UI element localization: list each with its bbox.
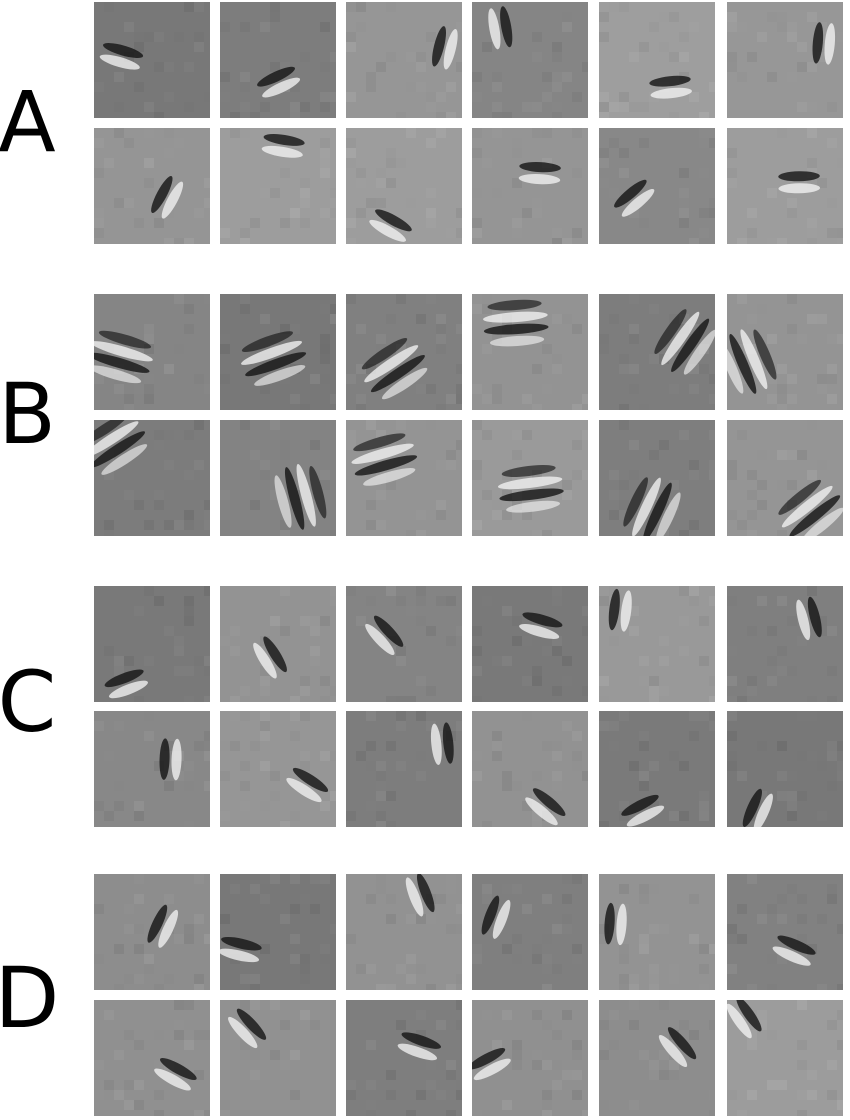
filter-tile xyxy=(346,420,462,536)
filter-tile xyxy=(599,2,715,118)
filter-tile xyxy=(220,711,336,827)
filter-tile xyxy=(220,1000,336,1116)
filter-tile xyxy=(727,128,843,244)
filter-tile xyxy=(472,420,588,536)
filter-tile xyxy=(599,420,715,536)
filter-tile xyxy=(220,586,336,702)
filter-tile xyxy=(599,874,715,990)
panel-label: B xyxy=(0,365,56,463)
filter-tile xyxy=(94,1000,210,1116)
filter-tile xyxy=(727,1000,843,1116)
filter-tile xyxy=(727,294,843,410)
filter-tile xyxy=(599,711,715,827)
filter-tile xyxy=(472,711,588,827)
filter-tile xyxy=(346,586,462,702)
filter-tile xyxy=(346,128,462,244)
filter-tile xyxy=(472,874,588,990)
filter-tile xyxy=(599,1000,715,1116)
filter-tile xyxy=(727,2,843,118)
filter-tile xyxy=(94,586,210,702)
panel-label: C xyxy=(0,653,56,751)
filter-tile xyxy=(346,2,462,118)
filter-tile xyxy=(727,874,843,990)
filter-tile xyxy=(94,294,210,410)
filter-tile xyxy=(94,420,210,536)
filter-tile xyxy=(599,294,715,410)
filter-tile xyxy=(472,2,588,118)
filter-tile xyxy=(220,874,336,990)
filter-tile xyxy=(727,586,843,702)
filter-tile xyxy=(220,420,336,536)
filter-tile xyxy=(472,128,588,244)
filter-tile xyxy=(346,1000,462,1116)
filter-tile xyxy=(472,586,588,702)
filter-tile xyxy=(220,2,336,118)
filter-tile xyxy=(346,294,462,410)
filter-tile xyxy=(472,294,588,410)
filter-tile xyxy=(94,711,210,827)
filter-tile xyxy=(94,128,210,244)
filter-tile xyxy=(94,2,210,118)
tile-grid xyxy=(94,2,843,1116)
panel-label: A xyxy=(0,73,56,171)
filter-tile xyxy=(599,586,715,702)
filter-tile xyxy=(472,1000,588,1116)
filter-tile xyxy=(727,420,843,536)
filter-tile xyxy=(94,874,210,990)
filter-tile xyxy=(220,128,336,244)
filter-tile xyxy=(346,711,462,827)
filter-tile xyxy=(727,711,843,827)
filter-tile xyxy=(599,128,715,244)
filter-tile xyxy=(220,294,336,410)
filter-tile xyxy=(346,874,462,990)
panel-label: D xyxy=(0,949,59,1047)
